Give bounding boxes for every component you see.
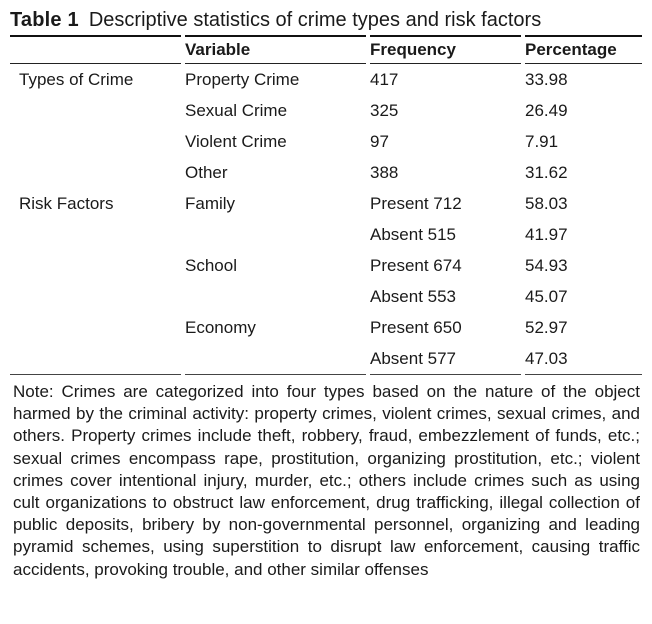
table-row: Violent Crime 97 7.91 xyxy=(10,126,642,157)
cell-variable xyxy=(185,343,366,375)
cell-group xyxy=(10,250,181,281)
table-row: Other 388 31.62 xyxy=(10,157,642,188)
cell-percentage: 54.93 xyxy=(525,255,568,275)
cell-variable: Economy xyxy=(185,317,256,337)
cell-group: Risk Factors xyxy=(19,193,114,213)
cell-frequency: 417 xyxy=(370,69,399,89)
cell-group xyxy=(10,157,181,188)
cell-variable xyxy=(185,219,366,250)
cell-group xyxy=(10,95,181,126)
table-row: School Present 674 54.93 xyxy=(10,250,642,281)
table-row: Risk Factors Family Present 712 58.03 xyxy=(10,188,642,219)
cell-frequency: Absent 553 xyxy=(370,286,457,306)
cell-percentage: 7.91 xyxy=(525,131,559,151)
cell-group xyxy=(10,219,181,250)
statistics-table: Variable Frequency Percentage Types of C… xyxy=(6,35,646,375)
header-group xyxy=(10,35,181,64)
header-frequency: Frequency xyxy=(370,35,521,64)
table-row: Types of Crime Property Crime 417 33.98 xyxy=(10,64,642,95)
cell-variable xyxy=(185,281,366,312)
table-caption-label: Table 1 xyxy=(10,9,79,31)
cell-percentage: 52.97 xyxy=(525,317,568,337)
cell-group xyxy=(10,312,181,343)
cell-frequency: 97 xyxy=(370,131,389,151)
cell-frequency: Present 712 xyxy=(370,193,462,213)
table-caption-text: Descriptive statistics of crime types an… xyxy=(88,9,542,31)
header-percentage: Percentage xyxy=(525,35,642,64)
cell-variable: Family xyxy=(185,193,236,213)
table-row: Absent 553 45.07 xyxy=(10,281,642,312)
table-header-row: Variable Frequency Percentage xyxy=(10,35,642,64)
cell-percentage: 58.03 xyxy=(525,193,568,213)
cell-percentage: 33.98 xyxy=(525,69,568,89)
cell-group: Types of Crime xyxy=(19,69,134,89)
cell-frequency: 325 xyxy=(370,100,399,120)
table-row: Economy Present 650 52.97 xyxy=(10,312,642,343)
header-variable: Variable xyxy=(185,35,366,64)
table-row: Sexual Crime 325 26.49 xyxy=(10,95,642,126)
cell-percentage: 31.62 xyxy=(525,162,568,182)
cell-percentage: 45.07 xyxy=(525,286,568,306)
cell-frequency: Absent 515 xyxy=(370,224,457,244)
cell-group xyxy=(10,126,181,157)
cell-variable: Sexual Crime xyxy=(185,100,288,120)
cell-group xyxy=(10,343,181,375)
cell-variable: Other xyxy=(185,162,228,182)
cell-percentage: 47.03 xyxy=(525,343,642,375)
cell-percentage: 41.97 xyxy=(525,224,568,244)
cell-variable: School xyxy=(185,255,237,275)
cell-group xyxy=(10,281,181,312)
cell-frequency: Absent 577 xyxy=(370,343,521,375)
table-row: Absent 515 41.97 xyxy=(10,219,642,250)
cell-frequency: Present 650 xyxy=(370,317,462,337)
cell-frequency: 388 xyxy=(370,162,399,182)
table-note: Note: Crimes are categorized into four t… xyxy=(13,382,640,579)
cell-variable: Property Crime xyxy=(185,69,300,89)
table-caption: Table 1 Descriptive statistics of crime t… xyxy=(0,0,652,33)
cell-percentage: 26.49 xyxy=(525,100,568,120)
cell-variable: Violent Crime xyxy=(185,131,287,151)
cell-frequency: Present 674 xyxy=(370,255,462,275)
table-row: Absent 577 47.03 xyxy=(10,343,642,375)
